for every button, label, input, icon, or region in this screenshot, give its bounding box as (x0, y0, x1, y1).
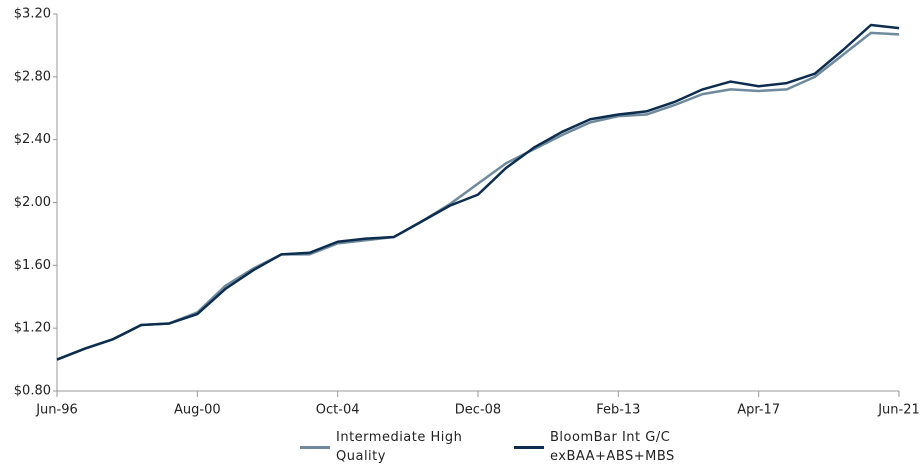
legend-item: BloomBar Int G/C exBAA+ABS+MBS (514, 428, 700, 466)
x-tick-label: Dec-08 (455, 403, 501, 418)
y-tick-label: $0.80 (14, 384, 51, 399)
legend-swatch (300, 445, 330, 449)
x-tick-label: Aug-00 (174, 403, 221, 418)
plot: $0.80 $1.20 $1.60 $2.00 $2.40 $2.80 $3.20 Jun-9… (14, 7, 920, 418)
y-tick-label: $2.80 (14, 69, 51, 84)
legend: Intermediate High Quality BloomBar Int G/… (200, 428, 800, 466)
y-tick-label: $3.20 (14, 7, 51, 22)
x-tick-label: Apr-17 (737, 403, 780, 418)
x-tick-label: Jun-21 (877, 403, 920, 418)
legend-label: BloomBar Int G/C exBAA+ABS+MBS (550, 430, 675, 464)
x-tick-label: Feb-13 (596, 403, 640, 418)
legend-swatch (514, 445, 544, 449)
legend-item: Intermediate High Quality (300, 428, 486, 466)
y-tick-label: $1.20 (14, 321, 51, 336)
x-tick-label: Oct-04 (316, 403, 360, 418)
series-line (56, 23, 900, 361)
y-tick-label: $1.60 (14, 258, 51, 273)
x-tick-label: Jun-96 (35, 403, 78, 418)
y-tick-label: $2.40 (14, 132, 51, 147)
series-line (56, 31, 900, 361)
legend-label: Intermediate High Quality (336, 430, 463, 464)
y-tick-label: $2.00 (14, 195, 51, 210)
